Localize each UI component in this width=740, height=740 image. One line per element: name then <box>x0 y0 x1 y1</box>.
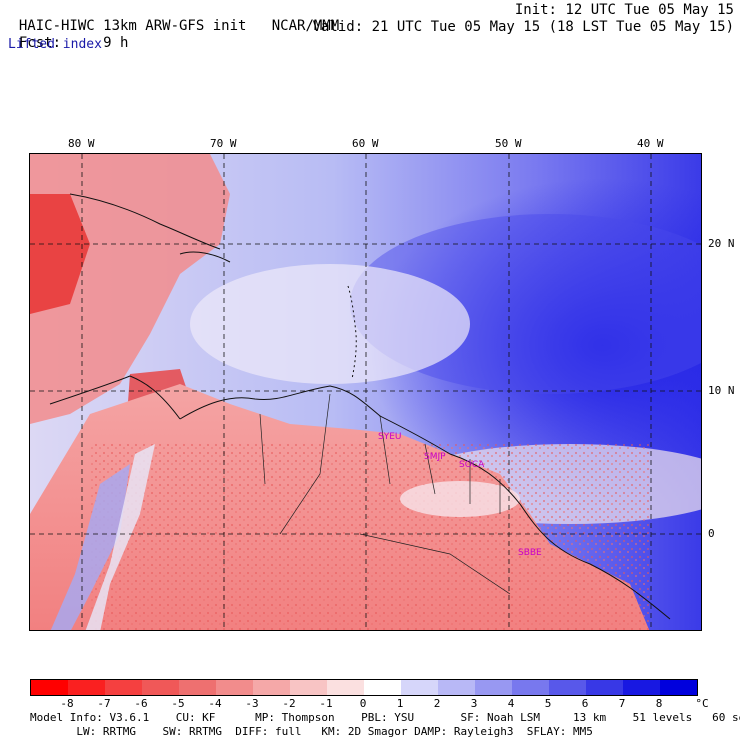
lon-label-70w: 70 W <box>210 137 237 150</box>
valid-time: Valid: 21 UTC Tue 05 May 15 (18 LST Tue … <box>312 19 734 35</box>
forecast-label: Fcst: <box>18 35 62 51</box>
city-label-soca: SOCA <box>459 460 485 470</box>
colorbar-swatch <box>105 680 142 695</box>
model-info-line-1: Model Info: V3.6.1 CU: KF MP: Thompson P… <box>30 711 740 724</box>
lat-label-20n: 20 N <box>708 237 735 250</box>
colorbar-tick-label: 7 <box>618 697 626 710</box>
colorbar-tick-label: 8 <box>655 697 663 710</box>
colorbar-swatch <box>179 680 216 695</box>
lon-label-50w: 50 W <box>495 137 522 150</box>
map-canvas <box>30 154 701 630</box>
colorbar-tick-label: 6 <box>581 697 589 710</box>
lon-label-80w: 80 W <box>68 137 95 150</box>
lon-label-60w: 60 W <box>352 137 379 150</box>
colorbar-swatch <box>549 680 586 695</box>
colorbar <box>30 679 698 696</box>
colorbar-swatch <box>475 680 512 695</box>
colorbar-swatch <box>253 680 290 695</box>
country-borders <box>259 393 511 595</box>
init-time: Init: 12 UTC Tue 05 May 15 <box>514 2 734 18</box>
lifted-index-map <box>29 153 702 631</box>
colorbar-tick-label: -6 <box>134 697 148 710</box>
colorbar-tick-label: 0 <box>359 697 367 710</box>
hot-spot-nw <box>30 194 90 314</box>
colorbar-unit: °C <box>695 697 709 710</box>
colorbar-tick-label: 1 <box>396 697 404 710</box>
andes-light-strip <box>85 444 155 630</box>
model-title: HAIC-HIWC 13km ARW-GFS init <box>18 18 247 34</box>
colorbar-tick-label: 2 <box>433 697 441 710</box>
colorbar-tick-label: -3 <box>245 697 259 710</box>
colorbar-tick-label: -7 <box>97 697 111 710</box>
city-label-sbbe: SBBE <box>518 548 542 558</box>
colorbar-swatch <box>327 680 364 695</box>
coastline-hispaniola <box>179 251 231 263</box>
grid-lines <box>30 154 701 630</box>
coastline-south-america <box>179 385 671 620</box>
colorbar-tick-label: -8 <box>60 697 74 710</box>
colorbar-swatch <box>290 680 327 695</box>
colorbar-tick-label: 3 <box>470 697 478 710</box>
colorbar-swatch <box>31 680 68 695</box>
lon-label-40w: 40 W <box>637 137 664 150</box>
org-label: NCAR/MMM <box>271 18 340 34</box>
city-label-syeu: SYEU <box>378 432 402 442</box>
colorbar-swatch <box>586 680 623 695</box>
city-label-smjp: SMJP <box>424 452 446 462</box>
colorbar-swatch <box>216 680 253 695</box>
model-info-line-2: LW: RRTMG SW: RRTMG DIFF: full KM: 2D Sm… <box>30 725 593 738</box>
coastline-cuba <box>69 193 221 250</box>
colorbar-swatch <box>623 680 660 695</box>
lat-label-0: 0 <box>708 527 715 540</box>
land-speckle <box>90 444 650 630</box>
colorbar-swatch <box>142 680 179 695</box>
colorbar-swatch <box>364 680 401 695</box>
colorbar-tick-label: -4 <box>208 697 222 710</box>
colorbar-tick-label: -1 <box>319 697 333 710</box>
colorbar-tick-label: 5 <box>544 697 552 710</box>
coast-near-zero <box>400 481 520 517</box>
forecast-hour: 9 h <box>103 35 129 51</box>
colorbar-tick-label: -5 <box>171 697 185 710</box>
coastline-central-america <box>49 375 181 420</box>
ocean-light-band <box>190 264 470 384</box>
coastline-lesser-antilles <box>347 285 357 380</box>
colorbar-swatch <box>512 680 549 695</box>
colorbar-swatch <box>438 680 475 695</box>
colorbar-swatch <box>68 680 105 695</box>
lat-label-10n: 10 N <box>708 384 735 397</box>
field-name: Lifted index <box>8 37 102 52</box>
colorbar-tick-label: -2 <box>282 697 296 710</box>
colorbar-swatch <box>401 680 438 695</box>
colorbar-swatch <box>660 680 697 695</box>
colorbar-tick-label: 4 <box>507 697 515 710</box>
andes-cool-strip <box>50 464 130 630</box>
